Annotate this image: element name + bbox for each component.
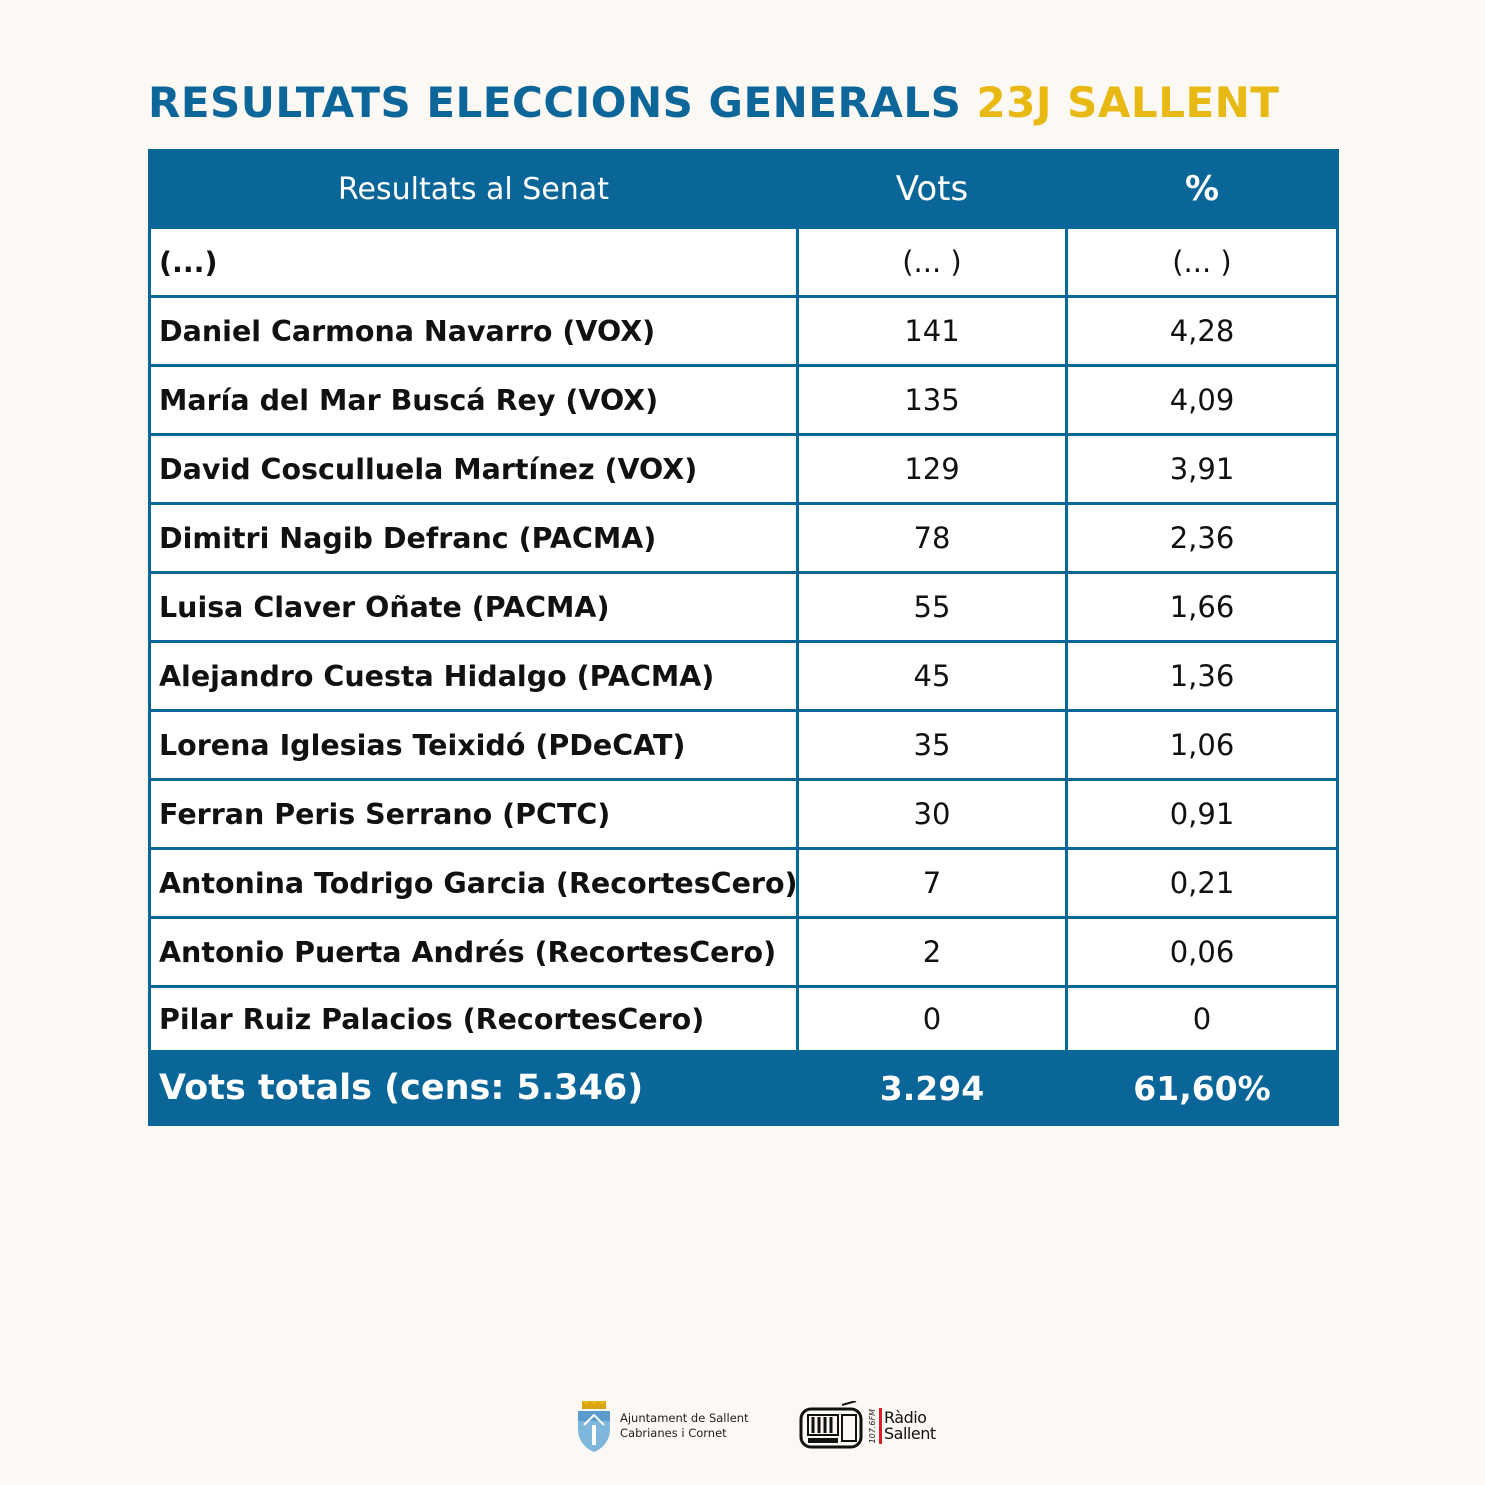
radio-logo: 107.6FM Ràdio Sallent	[798, 1398, 936, 1454]
candidate-percent: 0,21	[1065, 847, 1339, 919]
candidate-name: Antonina Todrigo Garcia (RecortesCero)	[148, 847, 799, 919]
table-row: Dimitri Nagib Defranc (PACMA) 78 2,36	[148, 502, 1339, 574]
total-percent: 61,60%	[1065, 1050, 1339, 1126]
candidate-name: David Cosculluela Martínez (VOX)	[148, 433, 799, 505]
table-row: Ferran Peris Serrano (PCTC) 30 0,91	[148, 778, 1339, 850]
candidate-percent: 0,91	[1065, 778, 1339, 850]
radio-divider	[879, 1408, 882, 1444]
candidate-percent: 4,09	[1065, 364, 1339, 436]
candidate-votes: 2	[796, 916, 1068, 988]
title-highlight: 23J SALLENT	[976, 78, 1280, 127]
candidate-name: Dimitri Nagib Defranc (PACMA)	[148, 502, 799, 574]
shield-icon	[578, 1401, 610, 1452]
candidate-votes: 78	[796, 502, 1068, 574]
candidate-percent: 1,06	[1065, 709, 1339, 781]
ajuntament-logo: Ajuntament de Sallent Cabrianes i Cornet	[574, 1398, 749, 1454]
candidate-votes: 135	[796, 364, 1068, 436]
page-title: RESULTATS ELECCIONS GENERALS 23J SALLENT	[148, 78, 1338, 127]
total-label: Vots totals (cens: 5.346)	[148, 1050, 799, 1126]
candidate-votes: 7	[796, 847, 1068, 919]
table-row: María del Mar Buscá Rey (VOX) 135 4,09	[148, 364, 1339, 436]
candidate-votes: 55	[796, 571, 1068, 643]
table-row: David Cosculluela Martínez (VOX) 129 3,91	[148, 433, 1339, 505]
candidate-percent: 0,06	[1065, 916, 1339, 988]
candidate-votes: 141	[796, 295, 1068, 367]
total-row: Vots totals (cens: 5.346) 3.294 61,60%	[148, 1050, 1339, 1126]
candidate-name: Alejandro Cuesta Hidalgo (PACMA)	[148, 640, 799, 712]
candidate-votes: 35	[796, 709, 1068, 781]
candidate-percent: 1,66	[1065, 571, 1339, 643]
table-row: Daniel Carmona Navarro (VOX) 141 4,28	[148, 295, 1339, 367]
candidate-name: Lorena Iglesias Teixidó (PDeCAT)	[148, 709, 799, 781]
radio-name-line2: Sallent	[884, 1424, 936, 1443]
table-row: Pilar Ruiz Palacios (RecortesCero) 0 0	[148, 985, 1339, 1053]
radio-icon	[799, 1401, 863, 1449]
candidate-name: Ferran Peris Serrano (PCTC)	[148, 778, 799, 850]
candidate-name: Daniel Carmona Navarro (VOX)	[148, 295, 799, 367]
header-percent: %	[1065, 149, 1339, 229]
ajuntament-name: Ajuntament de Sallent	[620, 1411, 749, 1425]
candidate-percent: 3,91	[1065, 433, 1339, 505]
candidate-votes: 30	[796, 778, 1068, 850]
title-main: RESULTATS ELECCIONS GENERALS	[148, 78, 962, 127]
candidate-votes: 0	[796, 985, 1068, 1053]
ajuntament-subtitle: Cabrianes i Cornet	[620, 1426, 727, 1440]
candidate-percent: 2,36	[1065, 502, 1339, 574]
candidate-name: Luisa Claver Oñate (PACMA)	[148, 571, 799, 643]
table-row: Alejandro Cuesta Hidalgo (PACMA) 45 1,36	[148, 640, 1339, 712]
table-row: Antonio Puerta Andrés (RecortesCero) 2 0,0…	[148, 916, 1339, 988]
table-header-row: Resultats al Senat Vots %	[148, 149, 1339, 229]
candidate-name: Antonio Puerta Andrés (RecortesCero)	[148, 916, 799, 988]
candidate-name: Pilar Ruiz Palacios (RecortesCero)	[148, 985, 799, 1053]
header-name: Resultats al Senat	[148, 149, 799, 229]
header-votes: Vots	[796, 149, 1068, 229]
table-row: Lorena Iglesias Teixidó (PDeCAT) 35 1,06	[148, 709, 1339, 781]
candidate-percent: 4,28	[1065, 295, 1339, 367]
candidate-votes: 45	[796, 640, 1068, 712]
results-table: Resultats al Senat Vots % (...) (... ) (..…	[148, 149, 1339, 1126]
candidate-percent: (... )	[1065, 226, 1339, 298]
candidate-name: (...)	[148, 226, 799, 298]
candidate-name: María del Mar Buscá Rey (VOX)	[148, 364, 799, 436]
table-row: Luisa Claver Oñate (PACMA) 55 1,66	[148, 571, 1339, 643]
candidate-percent: 0	[1065, 985, 1339, 1053]
candidate-votes: (... )	[796, 226, 1068, 298]
table-row: Antonina Todrigo Garcia (RecortesCero) 7 0…	[148, 847, 1339, 919]
total-votes: 3.294	[796, 1050, 1068, 1126]
candidate-percent: 1,36	[1065, 640, 1339, 712]
table-row: (...) (... ) (... )	[148, 226, 1339, 298]
radio-name-line1: Ràdio	[884, 1408, 927, 1427]
candidate-votes: 129	[796, 433, 1068, 505]
radio-frequency: 107.6FM	[868, 1408, 877, 1444]
